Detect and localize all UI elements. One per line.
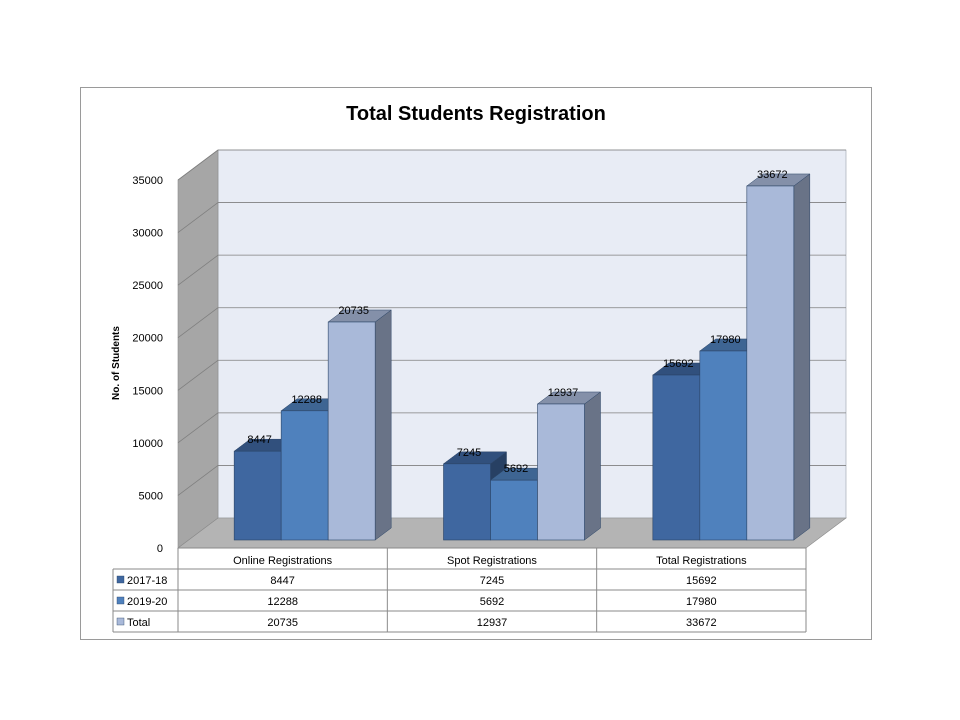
y-axis-ticks: 0 5000 10000 15000 20000 25000 30000 35000 — [132, 175, 163, 555]
data-label: 8447 — [247, 434, 271, 446]
y-tick-label: 0 — [157, 543, 163, 555]
bars — [233, 173, 811, 541]
bar-front — [652, 374, 701, 541]
table-cell: 33672 — [686, 617, 717, 629]
bar-side — [374, 309, 392, 541]
y-tick-label: 35000 — [132, 175, 163, 187]
bar-front — [443, 463, 491, 541]
bar-front — [699, 350, 748, 541]
y-tick-label: 25000 — [132, 280, 163, 292]
bar-front — [280, 410, 329, 541]
gridline-side — [177, 465, 219, 496]
data-label: 12937 — [548, 387, 579, 399]
data-label: 17980 — [710, 334, 741, 346]
series-name: Total — [127, 617, 150, 629]
table-cell: 12937 — [477, 617, 508, 629]
side-wall — [177, 149, 219, 549]
y-tick-label: 5000 — [139, 490, 163, 502]
table-cell: 8447 — [270, 575, 294, 587]
series-name: 2017-18 — [127, 575, 167, 587]
bar-Total-Online Registrations — [327, 309, 392, 541]
gridline-side — [177, 412, 219, 444]
category-label: Spot Registrations — [447, 555, 537, 567]
bar-front — [233, 450, 282, 541]
legend-key — [116, 596, 125, 605]
table-cell: 5692 — [480, 596, 504, 608]
table-cell: 7245 — [480, 575, 504, 587]
table-cell: 12288 — [267, 596, 298, 608]
series-name: 2019-20 — [127, 596, 167, 608]
bar-front — [537, 403, 585, 541]
data-label: 12288 — [291, 394, 322, 406]
chart-title: Total Students Registration — [346, 103, 606, 125]
y-tick-label: 20000 — [132, 333, 163, 345]
gridline-side — [177, 254, 219, 286]
bar-Total-Total Registrations — [746, 173, 811, 541]
bar-side — [793, 173, 811, 541]
bar-Total-Spot Registrations — [536, 391, 602, 541]
gridline-side — [177, 307, 219, 339]
data-labels: 8447 12288 20735 7245 5692 12937 15692 17980 336… — [247, 169, 787, 475]
legend-key — [116, 617, 125, 626]
y-tick-label: 15000 — [132, 385, 163, 397]
gridline-side — [177, 149, 219, 181]
bar-front — [746, 185, 795, 541]
gridline-side — [177, 202, 219, 233]
table-cell: 17980 — [686, 596, 717, 608]
data-label: 20735 — [338, 305, 369, 317]
bar-side — [584, 391, 601, 541]
data-label: 15692 — [663, 358, 694, 370]
category-label: Total Registrations — [656, 555, 747, 567]
data-table: Online Registrations Spot Registrations To… — [112, 547, 807, 633]
legend-key — [116, 575, 125, 584]
y-tick-label: 10000 — [132, 438, 163, 450]
category-label: Online Registrations — [233, 555, 333, 567]
table-cell: 15692 — [686, 575, 717, 587]
bar-front — [327, 321, 376, 541]
data-label: 5692 — [504, 463, 528, 475]
data-label: 33672 — [757, 169, 788, 181]
bar-front — [490, 479, 538, 541]
y-tick-label: 30000 — [132, 228, 163, 240]
y-axis-label: No. of Students — [111, 326, 122, 400]
gridline-side — [177, 359, 219, 391]
table-cell: 20735 — [267, 617, 298, 629]
data-label: 7245 — [457, 447, 481, 459]
